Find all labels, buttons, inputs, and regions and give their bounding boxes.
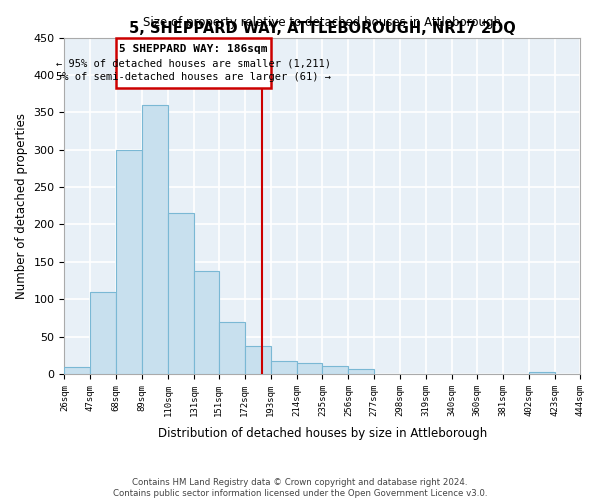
- Y-axis label: Number of detached properties: Number of detached properties: [15, 113, 28, 299]
- Text: 5% of semi-detached houses are larger (61) →: 5% of semi-detached houses are larger (6…: [56, 72, 331, 82]
- Bar: [349, 368, 374, 374]
- Bar: [322, 366, 349, 374]
- Title: 5, SHEPPARD WAY, ATTLEBOROUGH, NR17 2DQ: 5, SHEPPARD WAY, ATTLEBOROUGH, NR17 2DQ: [129, 22, 516, 36]
- Bar: [91, 292, 116, 374]
- Bar: [219, 322, 245, 374]
- Bar: [142, 105, 168, 374]
- Bar: [245, 346, 271, 374]
- Text: 5 SHEPPARD WAY: 186sqm: 5 SHEPPARD WAY: 186sqm: [119, 44, 268, 54]
- Bar: [529, 372, 554, 374]
- Bar: [168, 213, 194, 374]
- X-axis label: Distribution of detached houses by size in Attleborough: Distribution of detached houses by size …: [158, 427, 487, 440]
- Bar: [194, 271, 219, 374]
- Text: Contains HM Land Registry data © Crown copyright and database right 2024.
Contai: Contains HM Land Registry data © Crown c…: [113, 478, 487, 498]
- Bar: [296, 364, 322, 374]
- FancyBboxPatch shape: [116, 38, 271, 88]
- Text: Size of property relative to detached houses in Attleborough: Size of property relative to detached ho…: [143, 16, 502, 29]
- Bar: [64, 367, 91, 374]
- Text: ← 95% of detached houses are smaller (1,211): ← 95% of detached houses are smaller (1,…: [56, 58, 331, 68]
- Bar: [116, 150, 142, 374]
- Bar: [271, 361, 296, 374]
